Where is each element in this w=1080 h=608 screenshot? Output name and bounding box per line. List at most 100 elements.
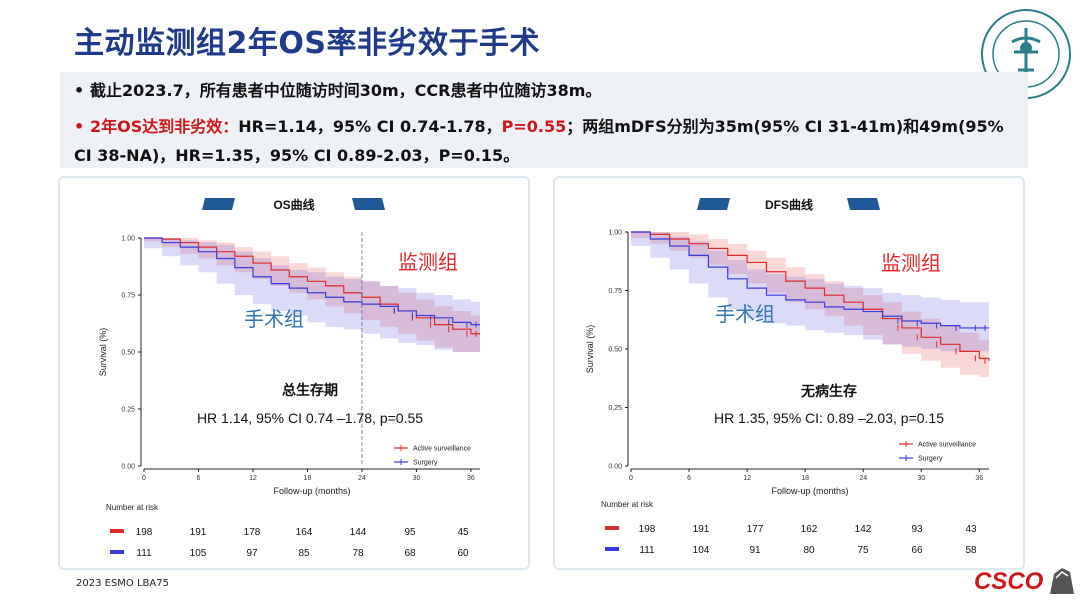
risk-value: 45 — [457, 527, 469, 538]
risk-value: 60 — [457, 548, 469, 559]
bullet-results-p: P=0.55 — [501, 117, 567, 136]
x-tick-label: 18 — [304, 475, 312, 482]
km-curve-surgery — [144, 237, 480, 326]
bullet-results-dfs: ；两组mDFS分别为35m(95% CI 31-41m)和49m(95% CI … — [74, 117, 1004, 165]
risk-value: 85 — [298, 548, 310, 559]
x-tick-label: 12 — [743, 475, 751, 482]
y-tick-label: 1.00 — [121, 236, 135, 243]
risk-value: 75 — [857, 545, 869, 556]
x-tick-label: 24 — [859, 475, 867, 482]
os-panel: OS曲线 0 6 12 18 24 30 36 0.00 0.25 0.50 0.75 1.00 Foll… — [58, 176, 530, 570]
risk-value: 80 — [803, 545, 815, 556]
risk-value: 58 — [965, 545, 977, 556]
ci-band-active — [631, 232, 989, 378]
km-curve-active — [144, 237, 480, 335]
x-tick-label: 36 — [467, 475, 475, 482]
risk-value: 104 — [693, 545, 710, 556]
bullet-results-os-ci: HR=1.14，95% CI 0.74-1.78， — [238, 117, 502, 136]
y-tick-label: 1.00 — [608, 230, 622, 237]
y-tick-label: 0.50 — [121, 350, 135, 357]
risk-value: 144 — [350, 527, 367, 538]
risk-table-title: Number at risk — [601, 500, 654, 509]
legend-label: Surgery — [918, 456, 943, 463]
bullet-followup: • 截止2023.7，所有患者中位随访时间30m，CCR患者中位随访38m。 — [74, 81, 602, 100]
group-label-active: 监测组 — [398, 251, 458, 274]
risk-value: 162 — [801, 524, 818, 535]
risk-value: 93 — [911, 524, 923, 535]
x-axis-label: Follow-up (months) — [771, 486, 848, 496]
y-axis-label: Survival (%) — [585, 325, 595, 374]
bullet-results: • 2年OS达到非劣效：HR=1.14，95% CI 0.74-1.78，P=0.… — [74, 117, 1004, 165]
risk-value: 164 — [296, 527, 313, 538]
risk-value: 105 — [190, 548, 207, 559]
risk-value: 191 — [693, 524, 710, 535]
legend-label: Active surveillance — [918, 442, 976, 449]
x-tick-label: 30 — [413, 475, 421, 482]
ci-band-surgery — [144, 238, 480, 352]
group-label-surgery: 手术组 — [715, 303, 775, 326]
risk-value: 198 — [639, 524, 656, 535]
risk-row-swatch — [605, 526, 619, 530]
risk-value: 78 — [352, 548, 364, 559]
y-tick-label: 0.00 — [121, 464, 135, 471]
os-km-chart: OS曲线 0 6 12 18 24 30 36 0.00 0.25 0.50 0.75 1.00 Foll… — [98, 197, 480, 559]
risk-value: 66 — [911, 545, 923, 556]
risk-row-swatch — [605, 547, 619, 551]
y-tick-label: 0.00 — [608, 464, 622, 471]
km-curve-surgery — [631, 231, 989, 329]
endpoint-label: 总生存期 — [282, 382, 338, 398]
risk-value: 111 — [639, 545, 655, 556]
slide-title: 主动监测组2年OS率非劣效于手术 — [74, 26, 540, 61]
csco-logo-text: CSCO — [974, 568, 1044, 595]
panel-title: OS曲线 — [273, 197, 314, 212]
x-tick-label: 0 — [629, 475, 633, 482]
x-axis-label: Follow-up (months) — [273, 486, 350, 496]
risk-value: 68 — [404, 548, 416, 559]
dfs-panel: DFS曲线 0 6 12 18 24 30 36 0.00 0.25 0.50 0.75 1.00 Fol… — [553, 176, 1025, 570]
risk-value: 178 — [244, 527, 261, 538]
ci-band-active — [144, 238, 480, 352]
x-tick-label: 24 — [358, 475, 366, 482]
risk-value: 91 — [749, 545, 761, 556]
risk-value: 95 — [404, 527, 416, 538]
header-bar-right — [847, 198, 880, 210]
legend-label: Active surveillance — [413, 446, 471, 453]
risk-value: 43 — [965, 524, 977, 535]
x-tick-label: 0 — [142, 475, 146, 482]
risk-row-swatch — [110, 550, 124, 554]
risk-value: 111 — [136, 548, 152, 559]
header-bar-right — [352, 198, 385, 210]
x-tick-label: 18 — [801, 475, 809, 482]
risk-value: 198 — [136, 527, 153, 538]
panel-title: DFS曲线 — [765, 197, 813, 212]
x-tick-label: 12 — [249, 475, 257, 482]
header-bar-left — [202, 198, 235, 210]
risk-table-title: Number at risk — [106, 503, 159, 512]
source-citation: 2023 ESMO LBA75 — [76, 578, 169, 589]
risk-value: 142 — [855, 524, 872, 535]
dfs-km-chart: DFS曲线 0 6 12 18 24 30 36 0.00 0.25 0.50 0.75 1.00 Fol… — [585, 197, 990, 556]
risk-value: 97 — [246, 548, 258, 559]
bullet-followup-text: 截止2023.7，所有患者中位随访时间30m，CCR患者中位随访38m。 — [90, 81, 602, 100]
summary-banner: • 截止2023.7，所有患者中位随访时间30m，CCR患者中位随访38m。 • 2… — [60, 72, 1028, 168]
y-tick-label: 0.25 — [608, 405, 622, 412]
endpoint-label: 无病生存 — [800, 383, 857, 399]
risk-value: 177 — [747, 524, 764, 535]
x-tick-label: 30 — [917, 475, 925, 482]
km-curve-active — [631, 231, 990, 361]
x-tick-label: 6 — [197, 475, 201, 482]
y-tick-label: 0.75 — [608, 288, 622, 295]
risk-row-swatch — [110, 529, 124, 533]
y-tick-label: 0.50 — [608, 347, 622, 354]
header-bar-left — [697, 198, 730, 210]
y-tick-label: 0.75 — [121, 293, 135, 300]
x-tick-label: 36 — [975, 475, 983, 482]
risk-value: 191 — [190, 527, 207, 538]
group-label-surgery: 手术组 — [244, 308, 304, 331]
legend-label: Surgery — [413, 460, 438, 467]
y-tick-label: 0.25 — [121, 407, 135, 414]
bullet-results-lead: 2年OS达到非劣效： — [90, 117, 239, 136]
y-axis-label: Survival (%) — [98, 328, 108, 377]
hazard-ratio-stat: HR 1.14, 95% CI 0.74 –1.78, p=0.55 — [197, 410, 423, 426]
csco-logo: CSCO — [974, 568, 1074, 595]
